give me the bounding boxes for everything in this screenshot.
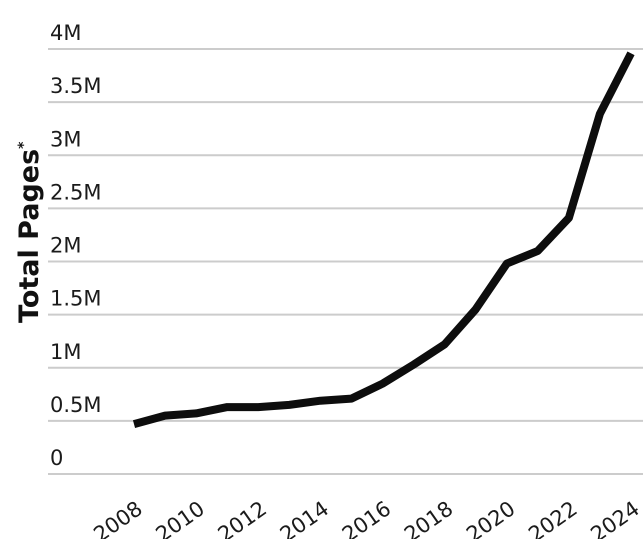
y-axis-label-text: Total Pages	[14, 149, 45, 323]
x-axis-ticks: 2008 2010 2012 2014 2016 2018 2020 2022 2024	[89, 496, 643, 539]
y-axis-label-marker: *	[16, 141, 32, 149]
x-tick-label: 2024	[586, 496, 643, 539]
y-tick-label: 0.5M	[50, 393, 102, 417]
y-tick-label: 4M	[50, 21, 81, 45]
gridlines	[48, 48, 643, 475]
x-tick-label: 2008	[89, 496, 147, 539]
x-tick-label: 2016	[338, 496, 396, 539]
x-tick-label: 2020	[462, 496, 520, 539]
y-tick-label: 2M	[50, 234, 81, 258]
x-tick-label: 2022	[524, 496, 582, 539]
x-tick-label: 2018	[400, 496, 458, 539]
y-tick-label: 1M	[50, 340, 81, 364]
x-tick-label: 2010	[151, 496, 209, 539]
x-tick-label: 2012	[214, 496, 272, 539]
y-axis-ticks: 0 0.5M 1M 1.5M 2M 2.5M 3M 3.5M 4M	[50, 21, 102, 470]
y-tick-label: 3M	[50, 127, 81, 151]
y-tick-label: 1.5M	[50, 287, 102, 311]
x-tick-label: 2014	[276, 496, 334, 539]
y-tick-label: 3.5M	[50, 74, 102, 98]
y-tick-label: 0	[50, 446, 63, 470]
series-line-total-pages	[132, 51, 635, 428]
y-tick-label: 2.5M	[50, 180, 102, 204]
y-axis-label: Total Pages*	[14, 141, 45, 323]
series-layer	[132, 51, 635, 428]
